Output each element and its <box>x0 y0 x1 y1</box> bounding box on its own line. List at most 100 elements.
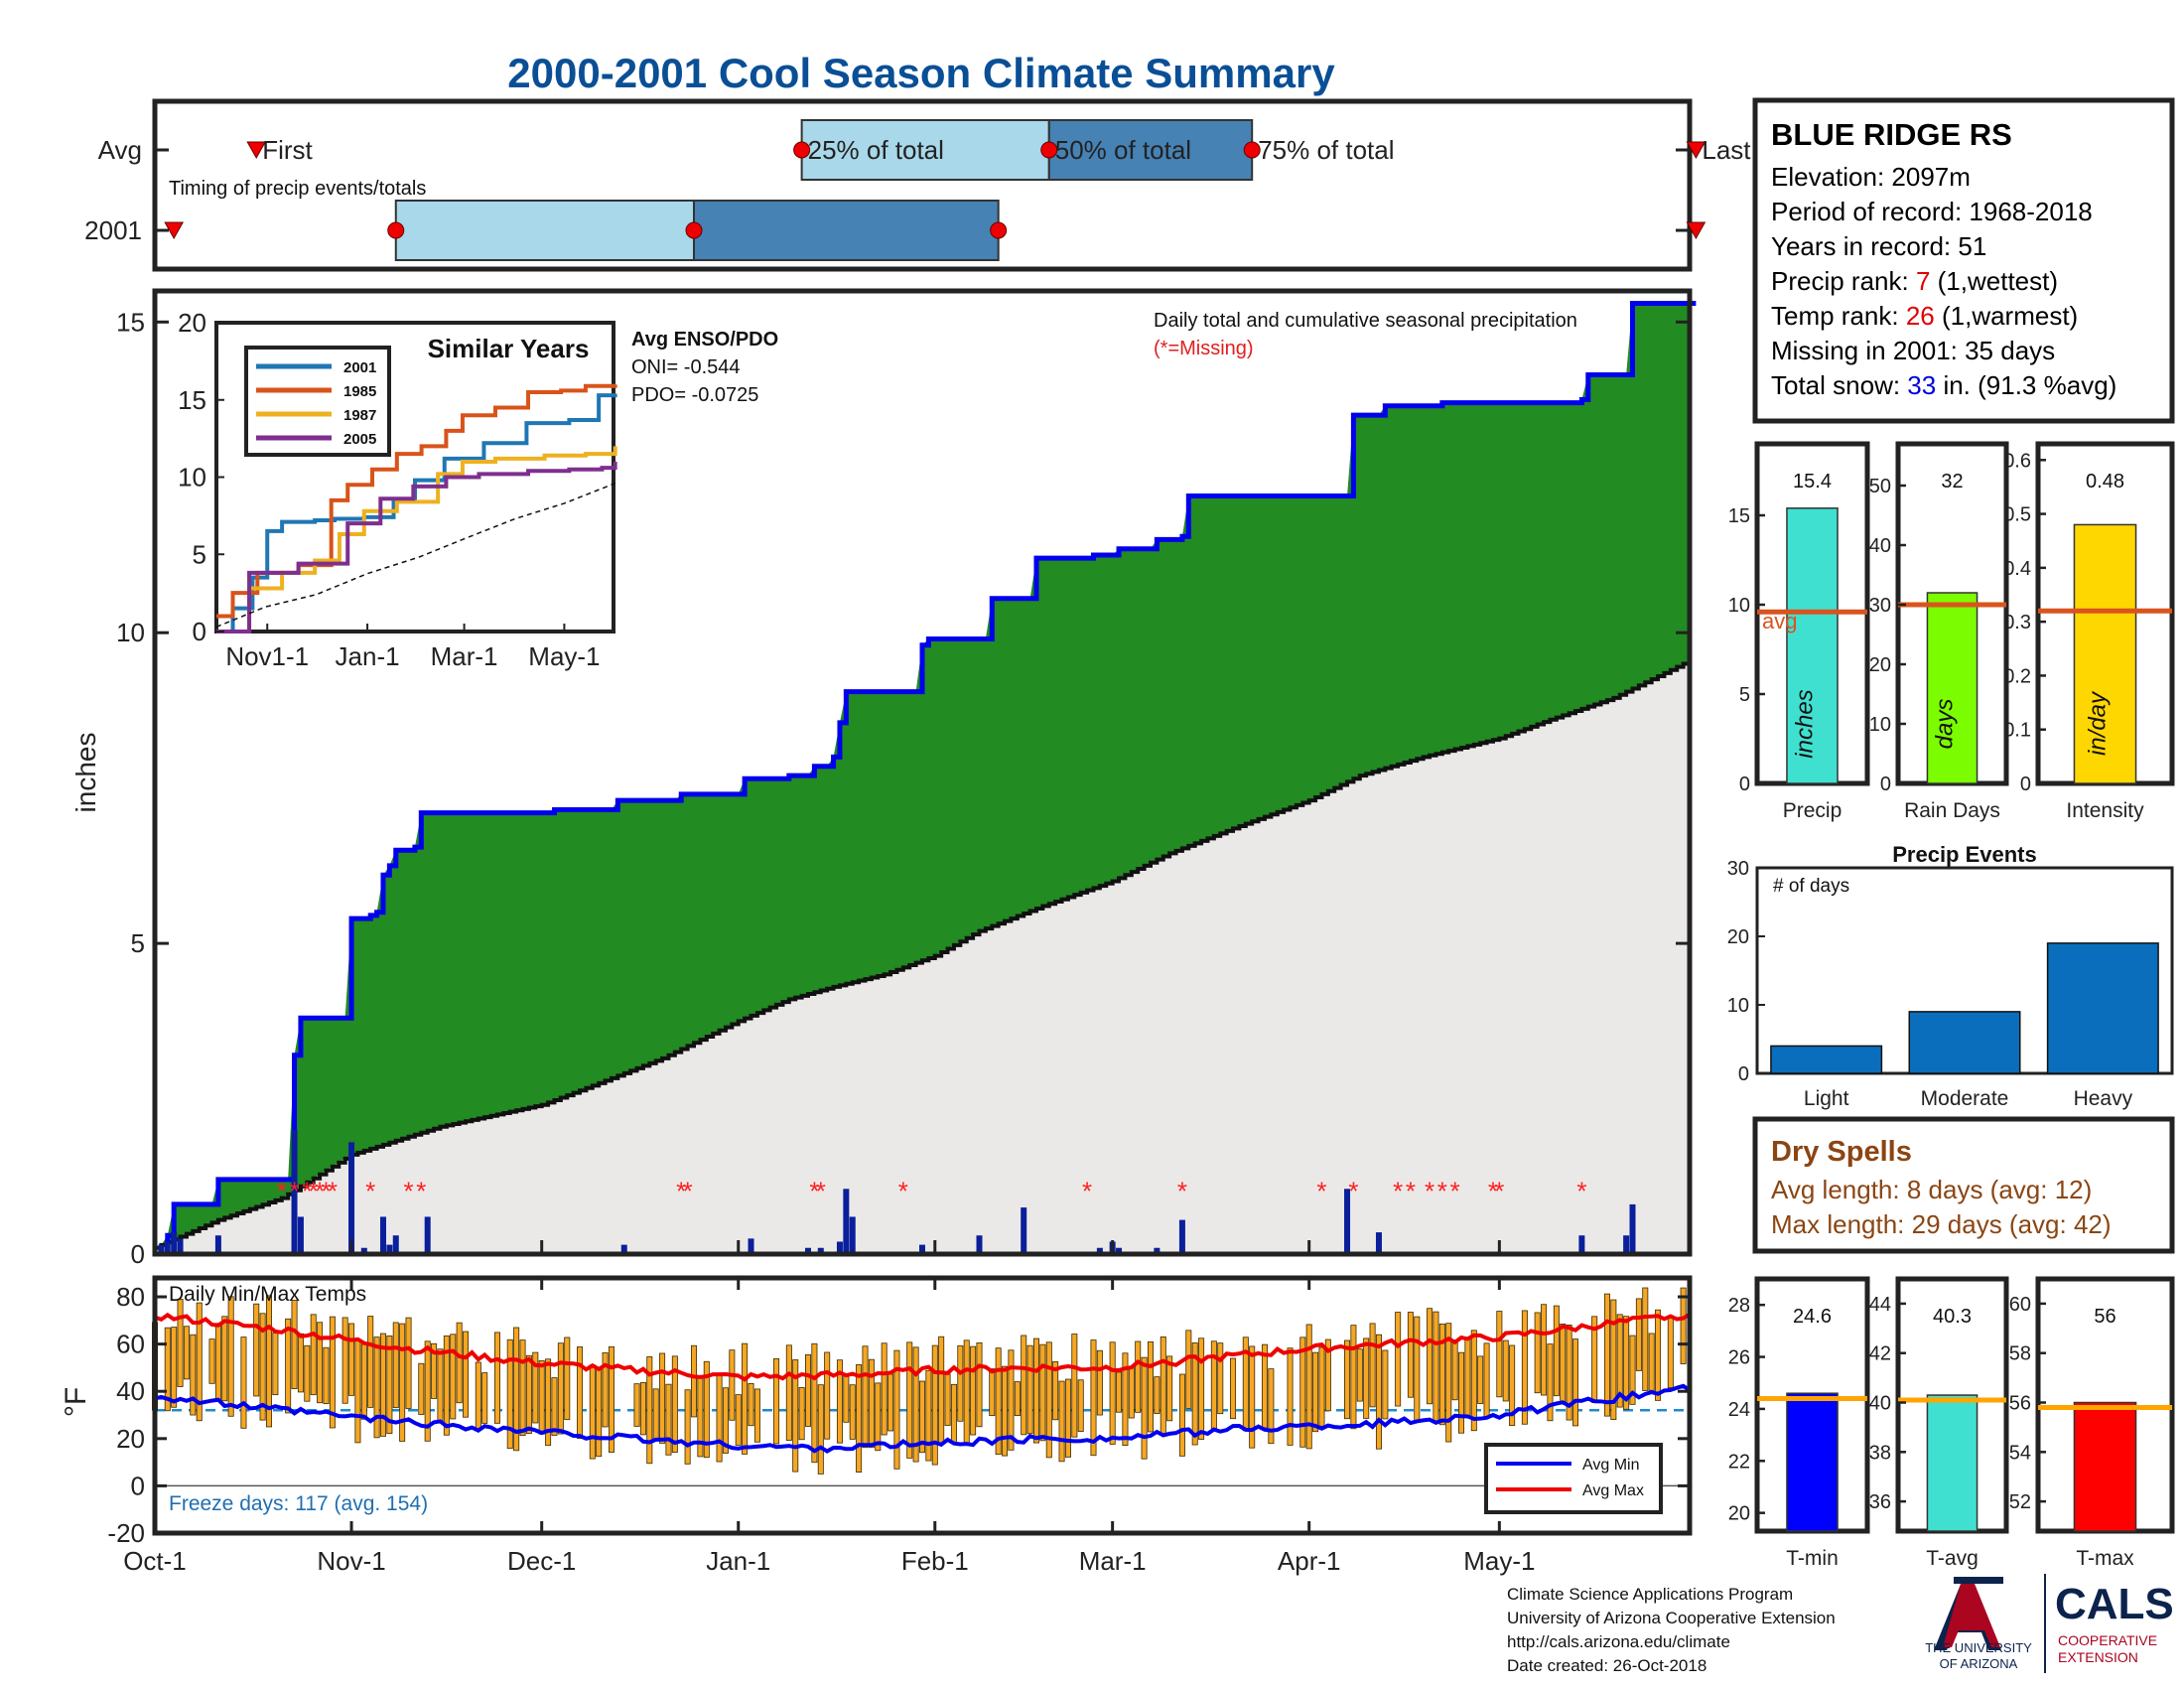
daily-temp-bar <box>348 1323 355 1396</box>
month-tick-label: Feb-1 <box>901 1546 969 1576</box>
stat-panel-label: Intensity <box>2066 799 2144 822</box>
timing-first-last-marker <box>164 221 185 240</box>
daily-temp-bar <box>443 1335 450 1436</box>
daily-temp-bar <box>1451 1339 1458 1401</box>
stat-ytick-label: 0 <box>1739 774 1750 795</box>
daily-temp-bar <box>862 1345 869 1449</box>
missing-day-marker: * <box>1488 1176 1498 1205</box>
daily-temp-bar <box>545 1358 552 1447</box>
daily-temp-bar <box>938 1336 945 1444</box>
missing-day-marker: * <box>1082 1176 1092 1205</box>
stat-bar-t-avg <box>1926 1394 1979 1532</box>
daily-precip-bar <box>392 1235 399 1254</box>
daily-temp-bar <box>323 1346 330 1405</box>
precip-ytick-label: 0 <box>131 1239 145 1269</box>
month-tick-label: May-1 <box>1463 1546 1535 1576</box>
missing-day-marker: * <box>1450 1176 1460 1205</box>
daily-temp-bar <box>1483 1342 1490 1418</box>
daily-temp-bar <box>360 1343 367 1420</box>
daily-temp-bar <box>190 1334 197 1416</box>
daily-temp-bar <box>925 1369 932 1462</box>
timing-box-25-50 <box>800 119 1050 181</box>
daily-temp-bar <box>729 1349 736 1421</box>
daily-temp-bar <box>1509 1344 1516 1427</box>
daily-temp-bar <box>742 1342 749 1455</box>
missing-day-marker: * <box>321 1176 331 1205</box>
temp-frame <box>152 1275 1693 1536</box>
elevation: Elevation: 2097m <box>1771 162 1971 192</box>
daily-temp-bar <box>671 1355 678 1454</box>
precip-events-category: Moderate <box>1921 1087 2009 1110</box>
daily-precip-bar <box>805 1247 812 1254</box>
daily-temp-bar <box>703 1360 710 1459</box>
daily-temp-bar <box>431 1342 438 1399</box>
daily-temp-bar <box>1135 1340 1142 1413</box>
daily-temp-bar <box>1635 1298 1642 1371</box>
daily-temp-bar <box>1096 1349 1103 1416</box>
daily-temp-bar <box>652 1388 659 1440</box>
daily-temp-bar <box>1541 1304 1548 1396</box>
stat-ytick-label: 54 <box>2009 1442 2031 1464</box>
precip-events-chart: Precip Events Light Moderate Heavy 0 10 20 30 # … <box>1727 842 2174 1110</box>
precip-events-ytick: 10 <box>1727 995 1749 1017</box>
cals-subtext: EXTENSION <box>2058 1649 2138 1665</box>
missing-day-marker: * <box>1316 1176 1326 1205</box>
daily-temp-bar <box>418 1362 425 1415</box>
daily-precip-bar <box>1578 1235 1585 1254</box>
stat-ytick-label: 52 <box>2009 1491 2031 1513</box>
daily-temp-bar <box>887 1373 894 1432</box>
daily-precip-bar <box>1178 1219 1185 1254</box>
daily-temp-bar <box>1230 1357 1237 1420</box>
missing-day-marker: * <box>1437 1176 1447 1205</box>
daily-temp-bar <box>291 1300 298 1389</box>
daily-temp-bar <box>513 1327 520 1452</box>
daily-temp-bar <box>722 1387 729 1454</box>
daily-temp-bar <box>304 1344 311 1402</box>
precip-ytick-label: 15 <box>116 307 145 337</box>
daily-temp-bar <box>272 1332 279 1396</box>
daily-precip-bar <box>1629 1203 1636 1254</box>
stat-ytick-label: 36 <box>1869 1491 1891 1513</box>
daily-temp-bar <box>405 1317 412 1409</box>
temp-ylabel: °F <box>60 1387 92 1417</box>
stat-unit-label: in/day <box>2085 690 2112 756</box>
daily-temp-bar <box>208 1338 215 1384</box>
stat-ytick-label: 0 <box>2020 774 2031 795</box>
daily-temp-bar <box>1312 1351 1319 1433</box>
precip-events-category: Heavy <box>2074 1087 2133 1110</box>
daily-temp-bar <box>1058 1380 1065 1463</box>
similar-years-inset: 0 5 10 15 20 Nov1-1 Jan-1 Mar-1 May-1 Similar Yea… <box>178 308 617 671</box>
similar-years-title: Similar Years <box>428 334 590 363</box>
daily-temp-bar <box>1502 1339 1509 1402</box>
dry-spell-avg-length: Avg length: 8 days (avg: 12) <box>1771 1175 2092 1204</box>
daily-temp-bar <box>1261 1343 1268 1429</box>
daily-temp-bar <box>1021 1335 1027 1436</box>
daily-temp-bar <box>1414 1316 1421 1423</box>
precip-events-bar-moderate <box>1908 1011 2021 1074</box>
daily-temp-bar <box>214 1323 221 1401</box>
daily-temp-bar <box>785 1344 792 1441</box>
daily-temp-bar <box>577 1346 584 1440</box>
similar-xtick-label: Mar-1 <box>431 641 498 671</box>
stat-ytick-label: 30 <box>1869 595 1891 617</box>
missing-day-marker: * <box>315 1176 325 1205</box>
daily-temp-bar <box>1350 1325 1357 1430</box>
similar-year-line-2005 <box>216 461 617 633</box>
stat-ytick-label: 58 <box>2009 1343 2031 1365</box>
total-snow: Total snow: 33 in. (91.3 %avg) <box>1771 370 2116 400</box>
daily-temp-bar <box>1147 1340 1154 1433</box>
stat-ytick-label: 10 <box>1728 595 1750 617</box>
stat-value-label: 24.6 <box>1793 1306 1832 1328</box>
missing-day-marker: * <box>289 1176 299 1205</box>
missing-day-marker: * <box>1494 1176 1504 1205</box>
years-in-record: Years in record: 51 <box>1771 231 1986 261</box>
daily-temp-bar <box>970 1345 977 1436</box>
missing-day-marker: * <box>1393 1176 1403 1205</box>
daily-temp-bar <box>944 1373 951 1426</box>
daily-temp-bar <box>1363 1337 1370 1419</box>
avg-min-temp-line <box>154 1383 1692 1454</box>
daily-temp-bar <box>1299 1336 1306 1448</box>
precip-rank: Precip rank: 7 (1,wettest) <box>1771 266 2058 296</box>
daily-temp-bar <box>1008 1349 1015 1451</box>
daily-temp-bar <box>1445 1323 1452 1443</box>
